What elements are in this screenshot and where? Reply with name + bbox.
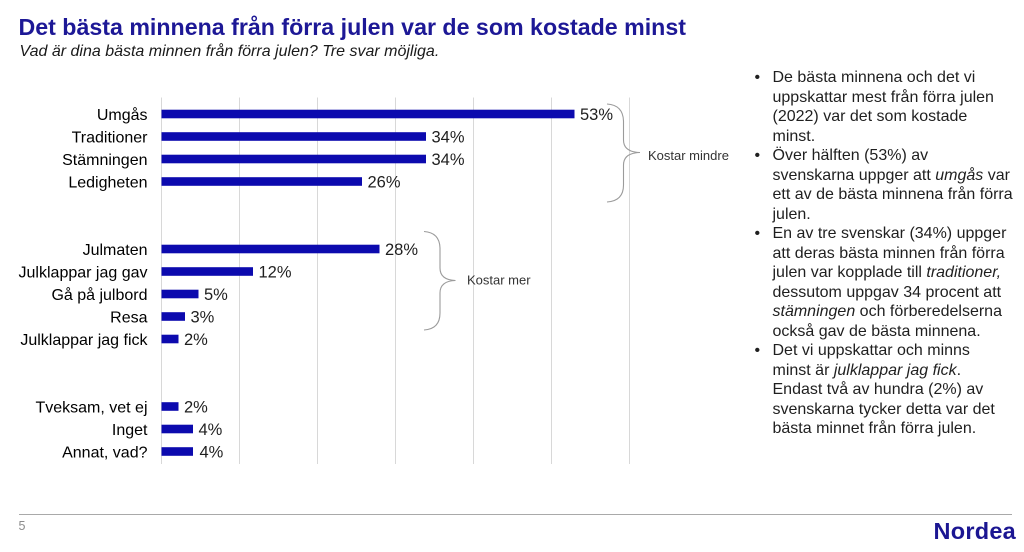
svg-text:2%: 2% — [184, 399, 208, 417]
svg-text:34%: 34% — [432, 129, 465, 147]
svg-text:4%: 4% — [200, 444, 224, 462]
svg-text:Stämningen: Stämningen — [62, 152, 147, 169]
svg-text:Kostar mindre: Kostar mindre — [648, 148, 729, 163]
svg-text:2%: 2% — [184, 331, 208, 349]
svg-text:Julklappar jag gav: Julklappar jag gav — [19, 265, 148, 282]
svg-text:Annat, vad?: Annat, vad? — [62, 445, 148, 462]
svg-text:Gå på julbord: Gå på julbord — [51, 286, 147, 304]
svg-text:Umgås: Umgås — [97, 106, 148, 124]
svg-text:4%: 4% — [199, 421, 223, 439]
svg-text:Julmaten: Julmaten — [83, 242, 148, 259]
svg-text:28%: 28% — [385, 241, 418, 259]
svg-text:34%: 34% — [432, 151, 465, 169]
svg-text:Ledigheten: Ledigheten — [68, 175, 147, 192]
svg-text:5%: 5% — [204, 286, 228, 304]
svg-text:Julklappar jag fick: Julklappar jag fick — [20, 332, 148, 349]
svg-text:Inget: Inget — [112, 422, 148, 439]
svg-text:12%: 12% — [259, 264, 292, 282]
svg-text:53%: 53% — [580, 106, 613, 124]
svg-text:Traditioner: Traditioner — [72, 130, 149, 147]
svg-text:Kostar mer: Kostar mer — [467, 273, 531, 288]
svg-text:Tveksam, vet ej: Tveksam, vet ej — [35, 400, 147, 417]
svg-text:Resa: Resa — [110, 310, 147, 327]
svg-text:26%: 26% — [368, 174, 401, 192]
svg-text:3%: 3% — [191, 309, 215, 327]
